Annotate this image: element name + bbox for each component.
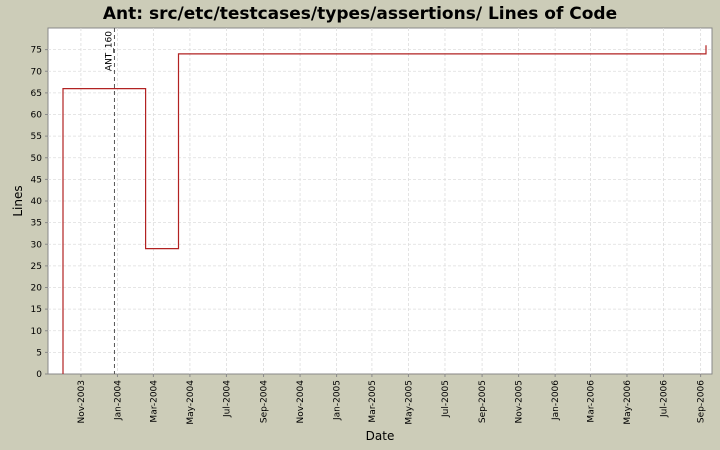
x-tick-label: Sep-2006 — [697, 380, 707, 423]
y-tick-label: 25 — [31, 262, 42, 272]
series-layer — [62, 45, 707, 374]
y-tick-label: 35 — [31, 219, 42, 229]
x-tick-label: Jan-2005 — [333, 380, 343, 421]
x-tick-label: Nov-2004 — [296, 380, 306, 424]
y-tick-label: 20 — [31, 284, 43, 294]
chart-title: Ant: src/etc/testcases/types/assertions/… — [103, 4, 617, 24]
x-tick-label: May-2006 — [623, 380, 633, 425]
x-axis-label: Date — [366, 429, 395, 443]
y-tick-label: 10 — [31, 327, 43, 337]
x-tick-label: Mar-2004 — [149, 380, 159, 423]
y-tick-label: 40 — [31, 197, 43, 207]
y-tick-label: 5 — [36, 348, 42, 358]
x-tick-label: Mar-2006 — [586, 380, 596, 423]
x-tick-label: Mar-2005 — [368, 380, 378, 423]
y-axis: 0 5 10 15 20 25 30 35 40 45 50 55 60 65 70 75 — [31, 46, 48, 380]
x-axis: Nov-2003 Jan-2004 Mar-2004 May-2004 Jul-2004… — [77, 374, 707, 425]
series-line — [62, 45, 707, 374]
y-tick-label: 60 — [31, 111, 43, 121]
x-tick-label: May-2005 — [404, 380, 414, 425]
y-tick-label: 70 — [31, 67, 43, 77]
y-tick-label: 75 — [31, 46, 42, 56]
y-tick-label: 45 — [31, 175, 42, 185]
x-tick-label: Jan-2004 — [113, 380, 123, 421]
y-tick-label: 15 — [31, 305, 42, 315]
x-tick-label: Jul-2006 — [660, 380, 670, 418]
y-tick-label: 30 — [31, 240, 43, 250]
tag-marker-label: ANT_160 — [104, 31, 114, 71]
x-tick-label: Jul-2004 — [222, 380, 232, 418]
grid-lines — [48, 28, 712, 374]
x-tick-label: Nov-2005 — [515, 380, 525, 423]
y-tick-label: 55 — [31, 132, 42, 142]
x-tick-label: May-2004 — [186, 380, 196, 425]
y-tick-label: 65 — [31, 89, 42, 99]
event-markers: ANT_160 — [104, 28, 115, 374]
x-tick-label: Sep-2004 — [260, 380, 270, 423]
y-tick-label: 50 — [31, 154, 43, 164]
x-tick-label: Jan-2006 — [551, 380, 561, 421]
x-tick-label: Sep-2005 — [478, 380, 488, 423]
x-tick-label: Nov-2003 — [77, 380, 87, 423]
y-tick-label: 0 — [36, 370, 42, 380]
x-tick-label: Jul-2005 — [441, 380, 451, 418]
y-axis-label: Lines — [11, 185, 25, 216]
